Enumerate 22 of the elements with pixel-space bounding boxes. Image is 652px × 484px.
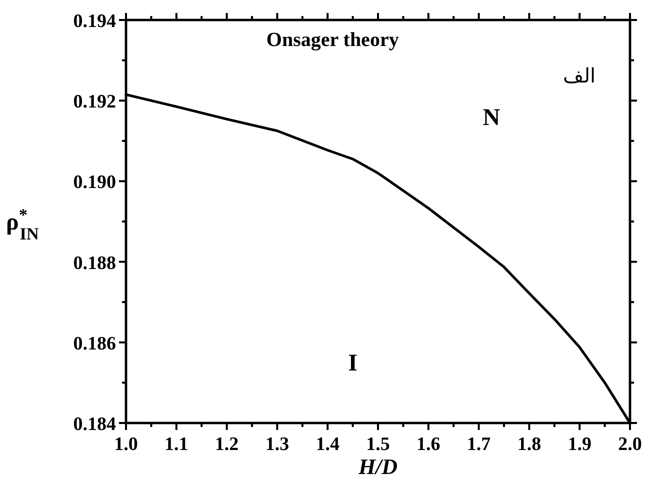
y-tick-label: 0.186 [73, 333, 116, 354]
y-tick-label: 0.184 [73, 414, 116, 435]
annotation: الف [563, 65, 596, 88]
x-tick-label: 1.3 [265, 434, 290, 455]
x-tick-label: 1.6 [416, 434, 440, 455]
x-tick-label: 1.1 [164, 434, 188, 455]
x-tick-label: 2.0 [618, 434, 642, 455]
x-tick-label: 1.9 [568, 434, 592, 455]
x-tick-label: 1.0 [114, 434, 138, 455]
annotation: N [482, 104, 501, 131]
x-tick-label: 1.4 [316, 434, 340, 455]
x-tick-label: 1.8 [517, 434, 542, 455]
x-tick-label: 1.7 [466, 434, 492, 455]
x-tick-label: 1.2 [214, 434, 239, 455]
y-tick-label: 0.194 [73, 11, 116, 32]
annotation: I [348, 350, 358, 377]
y-tick-label: 0.190 [73, 172, 116, 194]
x-axis-title: H/D [357, 454, 398, 479]
y-tick-label: 0.192 [73, 92, 116, 113]
y-tick-label: 0.188 [73, 252, 116, 274]
x-tick-label: 1.5 [366, 434, 390, 455]
annotation: Onsager theory [266, 29, 399, 52]
